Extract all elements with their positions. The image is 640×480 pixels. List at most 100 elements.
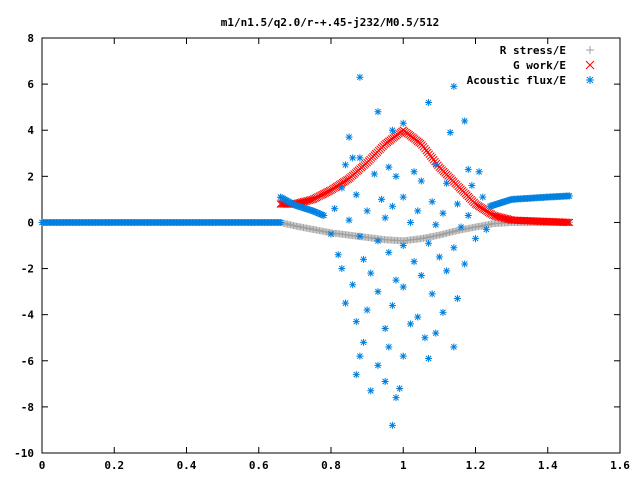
series-1-point — [496, 213, 504, 222]
x-tick-label: 0.2 — [104, 459, 124, 472]
series-2-point — [461, 260, 469, 268]
data-layer — [38, 73, 574, 429]
legend-marker — [586, 76, 594, 84]
series-2-point — [367, 387, 375, 395]
series-2-point — [360, 255, 368, 263]
x-tick-label: 0 — [39, 459, 46, 472]
series-2-point — [406, 218, 414, 226]
series-2-point — [439, 308, 447, 316]
series-2-point — [392, 276, 400, 284]
series-2-point — [327, 230, 335, 238]
x-tick-label: 1.4 — [538, 459, 558, 472]
series-2-point — [432, 161, 440, 169]
series-2-point — [334, 251, 342, 259]
series-2-point — [565, 192, 573, 200]
series-2-point — [331, 205, 339, 213]
legend-marker — [586, 46, 594, 54]
series-1-point — [565, 218, 574, 227]
x-tick-label: 1.2 — [466, 459, 486, 472]
series-2-point — [374, 288, 382, 296]
series-2-point — [317, 210, 325, 218]
series-2-point — [461, 117, 469, 125]
y-tick-label: -10 — [14, 447, 34, 460]
series-2 — [38, 73, 573, 429]
series-2-point — [439, 209, 447, 217]
series-2-point — [399, 352, 407, 360]
series-2-point — [450, 343, 458, 351]
series-2-point — [396, 384, 404, 392]
series-2-point — [314, 209, 322, 217]
series-2-point — [414, 313, 422, 321]
series-2-point — [338, 265, 346, 273]
chart-title: m1/n1.5/q2.0/r-+.45-j232/M0.5/512 — [221, 16, 440, 29]
series-2-point — [417, 271, 425, 279]
series-2-point — [399, 242, 407, 249]
series-2-point — [464, 165, 472, 173]
series-2-point — [446, 129, 454, 137]
series-2-point — [450, 244, 458, 252]
series-1-point — [302, 197, 311, 205]
series-2-point — [363, 207, 371, 215]
series-2-point — [428, 198, 436, 206]
series-2-point — [432, 221, 440, 229]
series-2-point — [464, 212, 472, 220]
series-2-point — [385, 343, 393, 351]
series-2-point — [381, 214, 389, 222]
series-2-point — [356, 232, 364, 240]
series-1-point — [304, 196, 312, 205]
x-tick-label: 0.4 — [177, 459, 197, 472]
x-tick-label: 1 — [400, 459, 407, 472]
series-2-point — [338, 184, 346, 192]
series-1-point — [500, 214, 509, 223]
series-2-point — [475, 168, 483, 176]
y-tick-label: 4 — [27, 124, 34, 137]
y-tick-label: 8 — [27, 32, 34, 45]
series-1-point — [497, 213, 506, 222]
series-2-point — [374, 108, 382, 116]
series-2-point — [374, 237, 382, 245]
legend-label: G work/E — [513, 59, 566, 72]
series-2-point — [479, 193, 487, 201]
series-2-point — [320, 212, 328, 220]
series-1-point — [564, 218, 572, 227]
series-2-point — [374, 361, 382, 369]
series-2-point — [399, 283, 407, 291]
x-tick-label: 0.6 — [249, 459, 269, 472]
series-1-point — [501, 214, 510, 223]
series-1-point — [499, 214, 507, 222]
y-tick-label: 0 — [27, 216, 34, 229]
series-2-point — [443, 179, 451, 187]
series-2-point — [352, 318, 360, 326]
series-1-point — [493, 212, 502, 221]
y-tick-label: -8 — [21, 401, 34, 414]
series-2-point — [367, 269, 375, 277]
series-2-point — [468, 182, 476, 190]
series-1-point — [490, 211, 499, 220]
series-2-point — [308, 207, 316, 215]
y-tick-label: -4 — [21, 309, 35, 322]
series-2-point — [356, 154, 364, 162]
series-2-point — [370, 170, 378, 178]
series-2-point — [435, 253, 443, 261]
series-2-point — [352, 371, 360, 379]
series-2-point — [482, 225, 490, 233]
series-1-point — [491, 212, 500, 220]
series-2-point — [345, 133, 353, 141]
series-2-point — [341, 299, 349, 307]
series-2-point — [388, 421, 396, 429]
series-1-point — [488, 211, 497, 219]
x-tick-label: 0.8 — [321, 459, 341, 472]
y-tick-label: 6 — [27, 78, 34, 91]
series-2-point — [318, 211, 326, 219]
series-2-point — [392, 394, 400, 402]
legend: R stress/E G work/E Acoustic flux/E — [467, 44, 595, 87]
series-2-point — [352, 191, 360, 199]
series-2-point — [453, 200, 461, 208]
series-2-point — [428, 290, 436, 298]
series-2-point — [385, 248, 393, 256]
series-2-point — [341, 161, 349, 169]
series-2-point — [381, 325, 389, 332]
series-2-point — [443, 267, 451, 275]
series-2-point — [457, 223, 465, 231]
